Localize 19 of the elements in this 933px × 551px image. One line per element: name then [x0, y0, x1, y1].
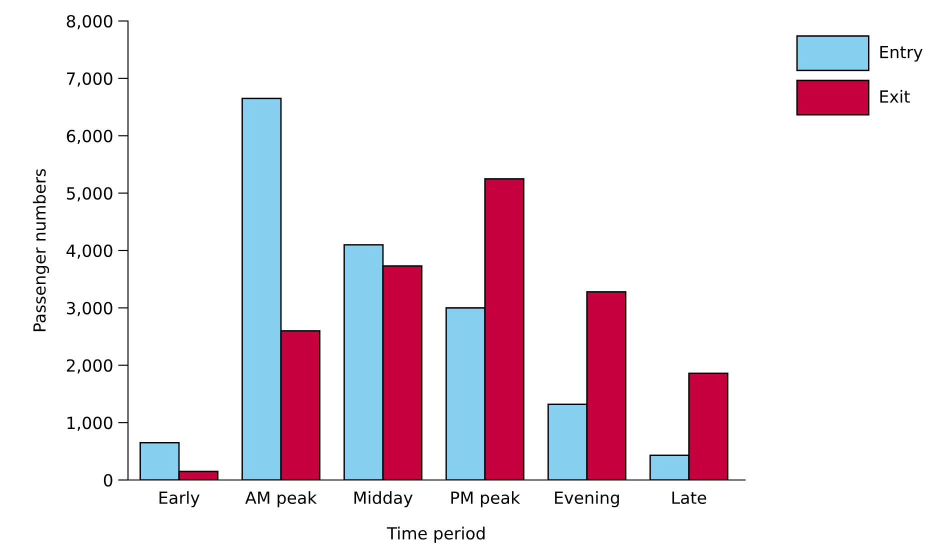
x-axis-title: Time period [386, 526, 485, 543]
y-tick-label: 0 [104, 474, 112, 487]
y-tick-label: 8,000 [66, 14, 112, 30]
x-tick-label: AM peak [245, 491, 317, 508]
x-tick-label: Evening [555, 491, 619, 508]
y-tick-label: 7,000 [67, 72, 112, 87]
legend-label: Entry [880, 46, 923, 62]
y-tick-label: 5,000 [66, 187, 112, 202]
y-tick-label: 1,000 [68, 416, 112, 431]
legend-label: Exit [880, 90, 910, 103]
y-tick-label: 6,000 [66, 130, 112, 144]
y-tick-label: 3,000 [66, 302, 112, 316]
x-tick-label: PM peak [451, 491, 520, 508]
x-tick-label: Early [160, 491, 200, 508]
y-tick-label: 2,000 [66, 359, 112, 374]
x-tick-label: Midday [354, 491, 413, 508]
x-tick-label: Late [672, 492, 706, 504]
y-axis-title: Passenger numbers [32, 169, 50, 332]
y-tick-label: 4,000 [66, 244, 112, 259]
